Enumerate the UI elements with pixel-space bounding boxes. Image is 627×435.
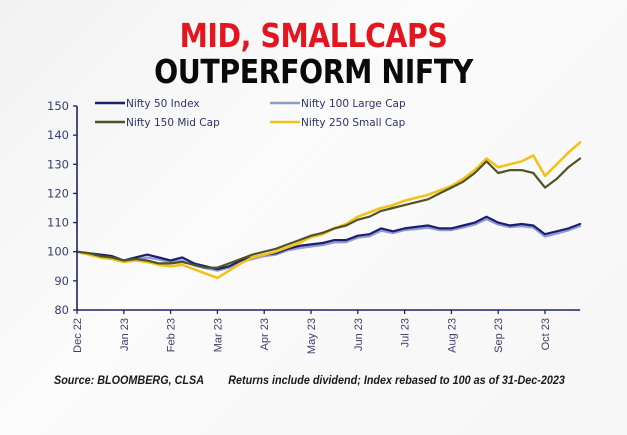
axes: 80 90 100 110 120 130 140 150 Dec 22 Jan 23 Feb 23…	[47, 99, 581, 354]
y-tick-label-140: 140	[47, 128, 69, 142]
legend-label-nifty-100-large-cap: Nifty 100 Large Cap	[301, 98, 406, 110]
x-tick-label-jun-23: Jun 23	[353, 318, 365, 351]
series-line-nifty-150-mid-cap	[75, 157, 582, 269]
legend-label-nifty-50-index: Nifty 50 Index	[126, 98, 200, 110]
x-tick-label-may-23: May 23	[306, 318, 318, 354]
legend: Nifty 50 Index Nifty 100 Large Cap Nifty 1…	[95, 98, 406, 129]
y-tick-label-120: 120	[47, 186, 69, 200]
series-layer	[75, 141, 582, 280]
source-note: Source: BLOOMBERG, CLSA	[54, 373, 204, 387]
x-tick-label-jan-23: Jan 23	[119, 318, 131, 351]
legend-label-nifty-250-small-cap: Nifty 250 Small Cap	[301, 117, 406, 129]
y-tick-label-110: 110	[47, 216, 69, 230]
x-tick-label-aug-23: Aug 23	[446, 318, 458, 353]
y-tick-label-130: 130	[47, 157, 69, 171]
chart-footer: Source: BLOOMBERG, CLSA Returns include …	[54, 373, 565, 387]
x-tick-label-dec-22: Dec 22	[72, 318, 84, 353]
legend-label-nifty-150-mid-cap: Nifty 150 Mid Cap	[126, 117, 220, 129]
y-tick-label-90: 90	[54, 274, 69, 288]
x-tick-label-sep-23: Sep 23	[493, 318, 505, 353]
x-tick-label-feb-23: Feb 23	[166, 318, 178, 352]
y-tick-label-80: 80	[54, 303, 69, 317]
x-tick-label-jul-23: Jul 23	[400, 318, 412, 347]
chart-title-line-1: MID, SMALLCAPS	[179, 16, 448, 55]
y-tick-label-100: 100	[47, 245, 69, 259]
x-tick-label-apr-23: Apr 23	[259, 318, 271, 350]
x-tick-label-oct-23: Oct 23	[540, 318, 552, 350]
methodology-note: Returns include dividend; Index rebased …	[228, 373, 565, 387]
chart-title-line-2: OUTPERFORM NIFTY	[154, 52, 473, 91]
series-line-nifty-100-large-cap	[75, 218, 582, 272]
x-tick-label-mar-23: Mar 23	[212, 318, 224, 352]
series-line-nifty-50-index	[75, 215, 582, 271]
y-tick-label-150: 150	[47, 99, 69, 113]
